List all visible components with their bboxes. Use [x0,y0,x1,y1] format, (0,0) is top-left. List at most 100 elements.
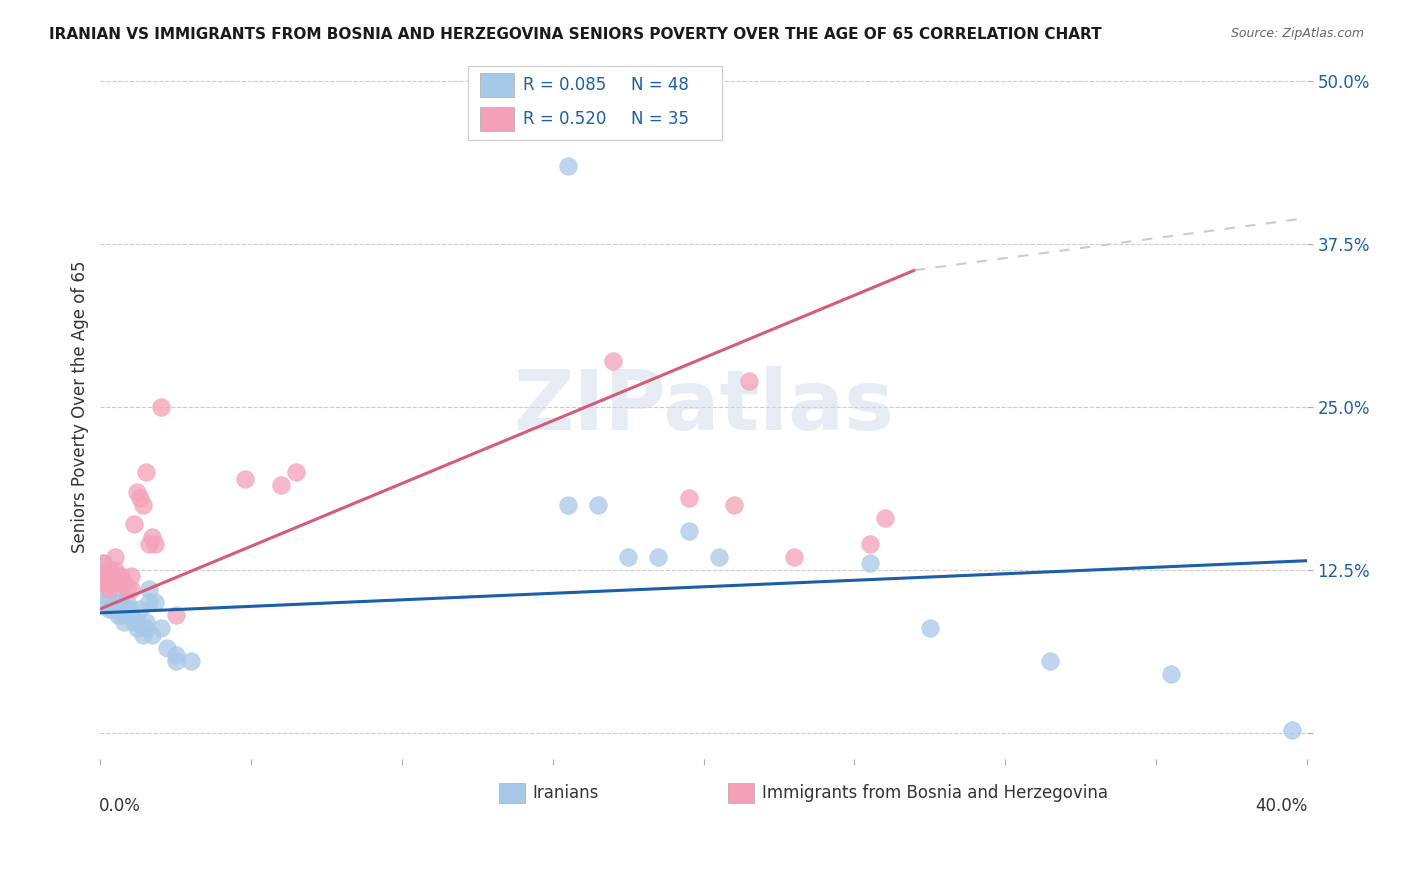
Point [128,491,150,505]
Point [285,465,308,479]
Point [107,608,129,623]
Point [707,549,730,564]
Point [107,569,129,583]
Text: R = 0.085: R = 0.085 [523,77,606,95]
Point [138,595,160,609]
Point [180,654,202,668]
Point [110,569,132,583]
Point [104,563,127,577]
Point [135,615,157,629]
Y-axis label: Seniors Poverty Over the Age of 65: Seniors Poverty Over the Age of 65 [72,260,89,553]
Point [602,354,624,368]
Point [93,575,115,590]
Point [101,602,124,616]
FancyBboxPatch shape [468,66,721,139]
Point [93,557,115,571]
Text: N = 35: N = 35 [631,111,689,128]
Point [135,622,157,636]
Point [1160,667,1182,681]
Point [120,608,142,623]
Point [1039,654,1062,668]
Point [557,498,579,512]
Point [149,400,172,414]
FancyBboxPatch shape [481,73,515,97]
Text: 0.0%: 0.0% [100,797,141,815]
Point [93,557,115,571]
Point [165,608,187,623]
Point [141,628,163,642]
Point [918,622,941,636]
Point [858,557,880,571]
Point [98,582,121,597]
Text: Source: ZipAtlas.com: Source: ZipAtlas.com [1230,27,1364,40]
Point [141,530,163,544]
Point [114,575,136,590]
Point [156,640,179,655]
Point [96,569,118,583]
Point [122,517,145,532]
Point [138,582,160,597]
Point [98,575,121,590]
FancyBboxPatch shape [728,783,754,803]
Point [98,595,121,609]
Point [120,582,142,597]
Point [143,537,166,551]
Point [107,595,129,609]
Point [149,622,172,636]
Point [125,622,148,636]
Point [131,628,153,642]
Point [117,582,139,597]
Point [120,569,142,583]
Point [104,602,127,616]
Point [114,602,136,616]
Point [117,595,139,609]
Point [128,602,150,616]
Point [270,478,292,492]
Point [131,498,153,512]
Point [104,549,127,564]
Point [96,569,118,583]
Point [125,484,148,499]
Point [120,602,142,616]
Point [110,575,132,590]
Point [117,602,139,616]
Point [858,537,880,551]
Point [557,159,579,173]
Point [110,608,132,623]
Point [143,595,166,609]
Point [165,648,187,662]
Point [783,549,806,564]
Point [138,537,160,551]
Point [586,498,609,512]
Text: 40.0%: 40.0% [1256,797,1308,815]
Point [617,549,640,564]
Point [678,524,700,538]
Point [96,595,118,609]
Point [101,575,124,590]
Point [122,615,145,629]
Point [98,602,121,616]
Point [125,615,148,629]
Text: R = 0.520: R = 0.520 [523,111,606,128]
Point [93,582,115,597]
Text: IRANIAN VS IMMIGRANTS FROM BOSNIA AND HERZEGOVINA SENIORS POVERTY OVER THE AGE O: IRANIAN VS IMMIGRANTS FROM BOSNIA AND HE… [49,27,1102,42]
Point [135,465,157,479]
Point [1281,723,1303,738]
Point [114,615,136,629]
Text: Immigrants from Bosnia and Herzegovina: Immigrants from Bosnia and Herzegovina [762,784,1108,802]
Point [233,472,256,486]
Point [104,589,127,603]
Text: Iranians: Iranians [533,784,599,802]
Point [873,510,896,524]
FancyBboxPatch shape [499,783,524,803]
Text: ZIPatlas: ZIPatlas [513,367,894,448]
Point [723,498,745,512]
Point [165,654,187,668]
Point [110,595,132,609]
Point [678,491,700,505]
Point [101,575,124,590]
Point [738,374,761,388]
Point [98,563,121,577]
Point [647,549,669,564]
Text: N = 48: N = 48 [631,77,689,95]
